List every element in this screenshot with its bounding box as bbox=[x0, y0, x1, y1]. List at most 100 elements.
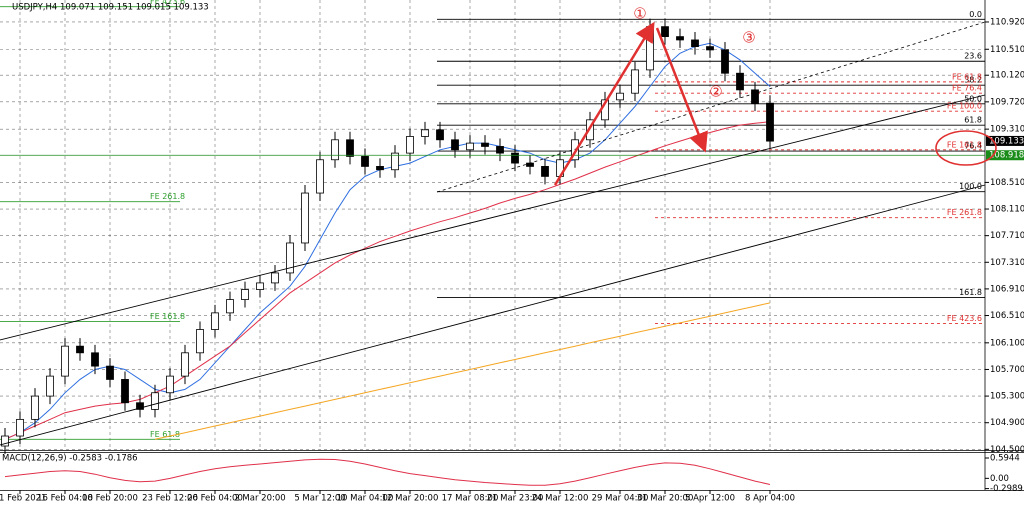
x-tick-label: 8 Apr 04:00 bbox=[745, 494, 795, 504]
candle-body bbox=[91, 352, 99, 367]
y-tick-label: 109.720 bbox=[990, 97, 1024, 107]
level-label: FE 261.8 bbox=[947, 208, 982, 217]
x-tick-label: 17 Mar 08:00 bbox=[442, 494, 499, 504]
y-tick-label: 106.510 bbox=[990, 311, 1024, 321]
y-tick-label: -0.2989 bbox=[990, 484, 1023, 494]
candle-body bbox=[406, 136, 414, 154]
y-tick-label: 105.700 bbox=[990, 365, 1024, 375]
y-tick-label: 105.300 bbox=[990, 392, 1024, 402]
candle-body bbox=[496, 146, 504, 154]
candle-body bbox=[691, 39, 699, 47]
x-tick-label: 18 Feb 20:00 bbox=[82, 494, 138, 504]
candle-body bbox=[736, 72, 744, 91]
candle-body bbox=[631, 69, 639, 94]
y-tick-label: 0.00 bbox=[990, 474, 1009, 484]
series-line bbox=[4, 42, 771, 440]
level-label: FE 161.8 bbox=[150, 312, 185, 321]
price-tag-label: 108.918 bbox=[989, 151, 1024, 161]
candle-body bbox=[1, 435, 9, 447]
candle-body bbox=[331, 139, 339, 161]
candle-body bbox=[481, 142, 489, 147]
candle-body bbox=[451, 139, 459, 151]
y-tick-label: 104.500 bbox=[990, 445, 1024, 455]
candle-body bbox=[526, 162, 534, 167]
level-label: 50.0 bbox=[964, 94, 982, 103]
y-tick-label: 0.5944 bbox=[990, 453, 1020, 463]
candle-body bbox=[376, 166, 384, 171]
candle-body bbox=[766, 102, 774, 142]
candle-body bbox=[16, 418, 24, 437]
highlight-ellipse bbox=[935, 130, 997, 166]
candle-body bbox=[661, 26, 669, 38]
candle-body bbox=[421, 129, 429, 137]
y-tick-label: 110.920 bbox=[990, 17, 1024, 27]
candle-body bbox=[151, 392, 159, 410]
y-tick-label: 109.310 bbox=[990, 125, 1024, 135]
series-line bbox=[4, 121, 771, 440]
price-tag bbox=[986, 150, 1024, 161]
candle-body bbox=[361, 156, 369, 167]
level-label: 76.4 bbox=[964, 142, 982, 151]
y-tick-label: 107.710 bbox=[990, 231, 1024, 241]
candle-body bbox=[241, 289, 249, 300]
candle-body bbox=[181, 352, 189, 377]
level-label: FE 76.4 bbox=[952, 84, 982, 93]
level-label: 0.0 bbox=[969, 10, 982, 19]
candle-body bbox=[616, 92, 624, 101]
x-tick-label: 31 Mar 20:00 bbox=[637, 494, 694, 504]
candle-body bbox=[136, 402, 144, 410]
x-tick-label: 29 Mar 04:00 bbox=[592, 494, 649, 504]
price-tag-label: 109.133 bbox=[989, 136, 1024, 146]
candle-body bbox=[391, 152, 399, 171]
y-tick-label: 108.110 bbox=[990, 205, 1024, 215]
y-tick-label: 108.510 bbox=[990, 178, 1024, 188]
x-tick-label: 12 Mar 20:00 bbox=[382, 494, 439, 504]
arrow bbox=[553, 21, 655, 186]
annotation: ③ bbox=[742, 29, 755, 47]
x-tick-label: 10 Mar 04:00 bbox=[337, 494, 394, 504]
candle-body bbox=[466, 142, 474, 151]
drawings bbox=[0, 21, 997, 446]
level-label: FE 61.8 bbox=[952, 72, 982, 81]
y-tick-label: 106.100 bbox=[990, 338, 1024, 348]
candle-body bbox=[511, 152, 519, 164]
x-tick-label: 5 Mar 12:00 bbox=[294, 494, 345, 504]
x-tick-label: 24 Mar 12:00 bbox=[532, 494, 589, 504]
candle-body bbox=[256, 282, 264, 290]
annotation: ② bbox=[709, 83, 722, 101]
x-tick-label: 26 Feb 04:00 bbox=[187, 494, 243, 504]
candle-body bbox=[301, 192, 309, 244]
y-tick-label: 106.910 bbox=[990, 284, 1024, 294]
annotation: ① bbox=[633, 5, 646, 23]
candle-body bbox=[721, 49, 729, 74]
x-tick-label: 2 Mar 20:00 bbox=[234, 494, 285, 504]
level-label: 61.8 bbox=[964, 116, 982, 125]
y-tick-label: 110.510 bbox=[990, 45, 1024, 55]
level-label: 23.6 bbox=[964, 52, 982, 61]
price-tag bbox=[986, 135, 1024, 146]
candle-body bbox=[61, 345, 69, 377]
candle-body bbox=[166, 375, 174, 394]
candle-body bbox=[106, 365, 114, 380]
level-label: FE 423.6 bbox=[947, 314, 982, 323]
candle-body bbox=[196, 329, 204, 354]
x-tick-label: 11 Feb 2021 bbox=[0, 494, 46, 504]
series-line bbox=[154, 302, 771, 440]
chart-title: USDJPY,H4 109.071 109.151 109.015 109.13… bbox=[12, 3, 209, 13]
level-label: FE 161.8 bbox=[947, 140, 982, 149]
level-label: 161.8 bbox=[959, 288, 982, 297]
series-line bbox=[4, 458, 771, 486]
level-label: 100.0 bbox=[959, 182, 982, 191]
level-label: FE 261.8 bbox=[150, 192, 185, 201]
candle-body bbox=[286, 242, 294, 274]
candle-body bbox=[751, 89, 759, 104]
y-tick-label: 104.900 bbox=[990, 418, 1024, 428]
candle-body bbox=[346, 139, 354, 157]
candle-body bbox=[31, 395, 39, 420]
candle-body bbox=[46, 375, 54, 397]
candle-body bbox=[436, 129, 444, 141]
candle-body bbox=[121, 379, 129, 404]
